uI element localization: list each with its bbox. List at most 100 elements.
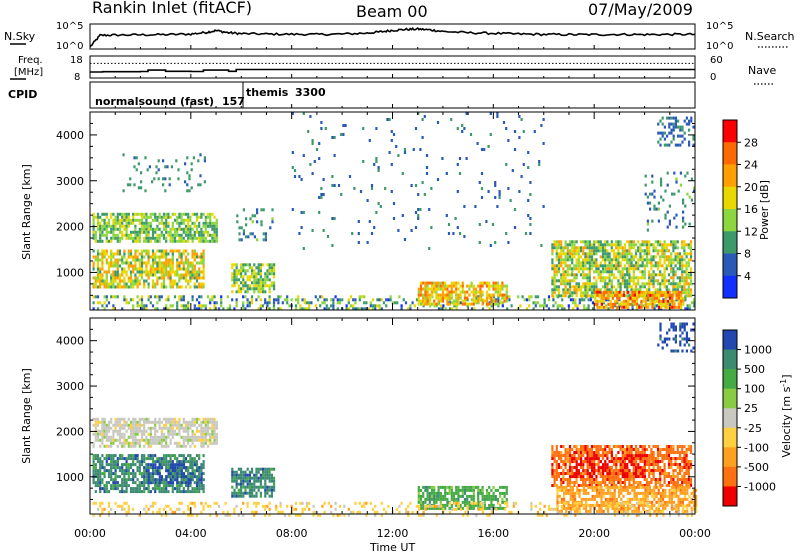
- heatmap-cell: [245, 217, 248, 221]
- heatmap-cell: [536, 295, 540, 299]
- heatmap-cell: [259, 467, 262, 471]
- heatmap-cell: [655, 296, 658, 300]
- heatmap-cell: [659, 261, 662, 265]
- heatmap-cell: [178, 463, 181, 467]
- heatmap-cell: [593, 451, 596, 454]
- heatmap-cell: [127, 466, 130, 470]
- heatmap-cell: [123, 249, 126, 253]
- heatmap-cell: [193, 221, 196, 225]
- heatmap-cell: [676, 258, 679, 262]
- heatmap-cell: [154, 441, 157, 445]
- heatmap-cell: [424, 299, 427, 303]
- heatmap-cell: [147, 230, 150, 234]
- heatmap-cell: [628, 240, 631, 244]
- heatmap-cell: [257, 281, 260, 285]
- heatmap-cell: [277, 298, 280, 302]
- heatmap-cell: [604, 246, 607, 250]
- heatmap-cell: [321, 295, 324, 299]
- heatmap-cell: [92, 463, 95, 467]
- heatmap-cell: [574, 301, 577, 305]
- heatmap-cell: [154, 285, 157, 289]
- heatmap-cell: [167, 432, 170, 436]
- heatmap-cell: [188, 174, 191, 178]
- heatmap-cell: [199, 183, 202, 187]
- heatmap-cell: [132, 426, 135, 430]
- heatmap-cell: [99, 487, 102, 491]
- heatmap-cell: [488, 497, 491, 501]
- heatmap-cell: [176, 227, 179, 231]
- heatmap-cell: [662, 198, 665, 202]
- heatmap-cell: [440, 304, 443, 308]
- heatmap-cell: [562, 282, 565, 286]
- heatmap-cell: [136, 454, 139, 458]
- heatmap-cell: [138, 420, 141, 424]
- heatmap-cell: [162, 285, 166, 289]
- heatmap-cell: [167, 466, 170, 470]
- heatmap-cell: [370, 187, 374, 190]
- heatmap-cell: [114, 221, 117, 225]
- heatmap-cell: [671, 299, 674, 303]
- heatmap-cell: [373, 226, 376, 229]
- heatmap-cell: [463, 488, 467, 492]
- heatmap-cell: [202, 432, 205, 436]
- heatmap-cell: [584, 451, 587, 454]
- heatmap-cell: [132, 420, 135, 424]
- heatmap-cell: [612, 484, 616, 487]
- heatmap-cell: [623, 279, 627, 283]
- heatmap-cell: [184, 239, 188, 243]
- heatmap-cell: [148, 165, 151, 169]
- heatmap-cell: [651, 299, 654, 303]
- heatmap-cell: [154, 227, 157, 231]
- heatmap-cell: [618, 293, 621, 297]
- heatmap-cell: [433, 500, 436, 504]
- heatmap-cell: [595, 481, 598, 484]
- heatmap-cell: [213, 233, 216, 237]
- heatmap-cell: [189, 218, 192, 222]
- heatmap-cell: [483, 299, 486, 303]
- heatmap-cell: [140, 264, 144, 268]
- heatmap-cell: [136, 267, 139, 271]
- heatmap-cell: [96, 307, 100, 311]
- heatmap-cell: [125, 441, 128, 445]
- heatmap-cell: [121, 481, 124, 485]
- heatmap-cell: [587, 304, 590, 308]
- heatmap-cell: [99, 472, 102, 476]
- heatmap-cell: [143, 221, 146, 225]
- heatmap-cell: [193, 264, 196, 268]
- heatmap-cell: [505, 296, 508, 300]
- heatmap-cell: [240, 488, 243, 492]
- heatmap-cell: [101, 304, 104, 308]
- heatmap-cell: [257, 488, 260, 492]
- heatmap-cell: [600, 299, 603, 303]
- heatmap-cell: [129, 429, 133, 433]
- heatmap-cell: [184, 444, 188, 448]
- heatmap-cell: [441, 503, 445, 507]
- heatmap-cell: [94, 230, 97, 234]
- heatmap-cell: [501, 293, 504, 297]
- heatmap-cell: [167, 444, 170, 448]
- heatmap-cell: [121, 457, 124, 461]
- heatmap-cell: [257, 284, 260, 288]
- heatmap-cell: [125, 469, 128, 473]
- heatmap-cell: [494, 181, 497, 184]
- heatmap-cell: [101, 420, 104, 424]
- heatmap-cell: [160, 221, 163, 225]
- heatmap-cell: [564, 255, 567, 259]
- heatmap-cell: [121, 466, 124, 470]
- heatmap-cell: [428, 299, 431, 303]
- heatmap-cell: [145, 420, 148, 424]
- heatmap-cell: [564, 243, 567, 247]
- heatmap-cell: [337, 184, 341, 187]
- heatmap-cell: [176, 466, 179, 470]
- heatmap-cell: [199, 153, 202, 157]
- heatmap-cell: [99, 267, 102, 271]
- heatmap-cell: [555, 484, 558, 487]
- heatmap-cell: [502, 121, 506, 124]
- heatmap-cell: [255, 467, 258, 471]
- heatmap-cell: [488, 281, 491, 285]
- heatmap-cell: [145, 304, 148, 308]
- heatmap-cell: [564, 240, 567, 244]
- heatmap-cell: [305, 301, 309, 305]
- heatmap-cell: [187, 212, 190, 216]
- heatmap-cell: [507, 187, 510, 190]
